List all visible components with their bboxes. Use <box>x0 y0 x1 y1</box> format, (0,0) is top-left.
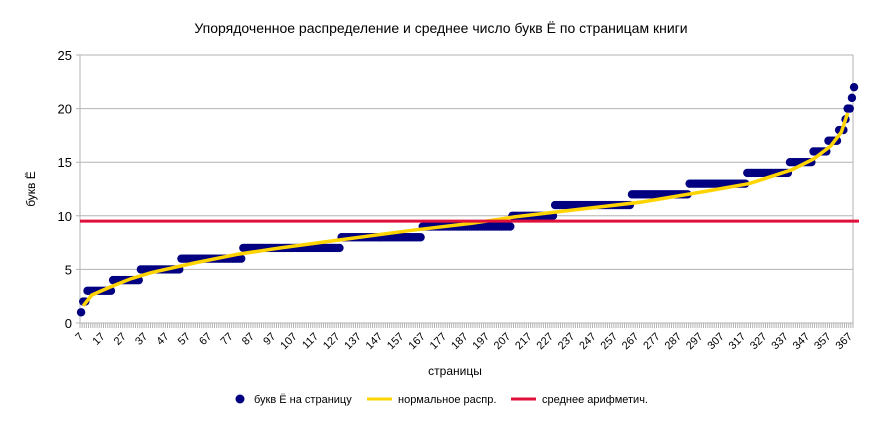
x-tick-label: 207 <box>492 331 513 352</box>
chart-title: Упорядоченное распределение и среднее чи… <box>194 20 687 36</box>
x-tick-label: 157 <box>385 331 406 352</box>
x-tick-label: 217 <box>513 331 534 352</box>
x-tick-labels: 7 17 27 37 47 57 67 77 87 97 107 117 127 137 147 157 167… <box>73 331 855 352</box>
x-tick-label: 107 <box>278 331 299 352</box>
data-point <box>76 308 86 317</box>
x-tick-label: 237 <box>556 331 577 352</box>
x-tick-label: 57 <box>176 331 193 348</box>
y-tick-label: 25 <box>58 48 72 63</box>
x-tick-label: 337 <box>769 331 790 352</box>
x-tick-label: 197 <box>470 331 491 352</box>
data-point <box>416 233 425 242</box>
x-tick-label: 277 <box>641 331 662 352</box>
x-tick-label: 327 <box>748 331 769 352</box>
x-tick-label: 67 <box>197 331 214 348</box>
x-tick-label: 117 <box>300 331 321 352</box>
y-tick-label: 5 <box>65 262 72 277</box>
x-tick-label: 27 <box>112 331 129 348</box>
x-tick-label: 47 <box>154 331 171 348</box>
data-point <box>845 104 854 113</box>
normal-distribution-line <box>81 112 850 307</box>
x-tick-label: 7 <box>73 331 86 344</box>
data-points <box>76 82 859 317</box>
legend-label-points: букв Ё на страницу <box>254 394 352 406</box>
y-tick-labels: 0 5 10 15 20 25 <box>58 48 72 331</box>
x-tick-label: 247 <box>577 331 598 352</box>
legend-label-normal: нормальное распр. <box>398 394 496 406</box>
x-tick-label: 367 <box>833 331 854 352</box>
x-tick-label: 77 <box>219 331 236 348</box>
data-point <box>849 82 859 92</box>
x-tick-label: 37 <box>133 331 150 348</box>
grid <box>76 54 854 324</box>
data-point <box>506 222 515 231</box>
x-tick-label: 357 <box>812 331 833 352</box>
y-tick-label: 20 <box>58 102 72 117</box>
x-tick-label: 87 <box>240 331 257 348</box>
x-tick-label: 17 <box>90 331 107 348</box>
x-tick-label: 267 <box>620 331 641 352</box>
x-tick-label: 177 <box>428 331 449 352</box>
legend-label-mean: среднее арифметич. <box>542 394 648 406</box>
y-tick-label: 0 <box>65 316 72 331</box>
x-tick-label: 257 <box>599 331 620 352</box>
x-ticks <box>79 323 854 328</box>
x-tick-label: 347 <box>791 331 812 352</box>
x-axis-label: страницы <box>428 364 482 378</box>
x-tick-label: 317 <box>727 331 748 352</box>
y-axis-label: букв Ё <box>24 171 38 207</box>
data-point <box>237 254 246 263</box>
legend: букв Ё на страницу нормальное распр. сре… <box>235 394 648 406</box>
x-tick-label: 297 <box>684 331 705 352</box>
x-tick-label: 167 <box>406 331 427 352</box>
legend-marker-points <box>235 394 245 404</box>
y-tick-label: 15 <box>58 155 72 170</box>
x-tick-label: 137 <box>342 331 363 352</box>
x-tick-label: 227 <box>535 331 556 352</box>
x-tick-label: 287 <box>663 331 684 352</box>
x-tick-label: 187 <box>449 331 470 352</box>
data-point <box>335 243 344 253</box>
x-tick-label: 127 <box>321 331 342 352</box>
x-tick-label: 307 <box>705 331 726 352</box>
data-point <box>847 93 857 103</box>
y-tick-label: 10 <box>58 209 72 224</box>
x-tick-label: 97 <box>261 331 278 348</box>
x-tick-label: 147 <box>364 331 385 352</box>
